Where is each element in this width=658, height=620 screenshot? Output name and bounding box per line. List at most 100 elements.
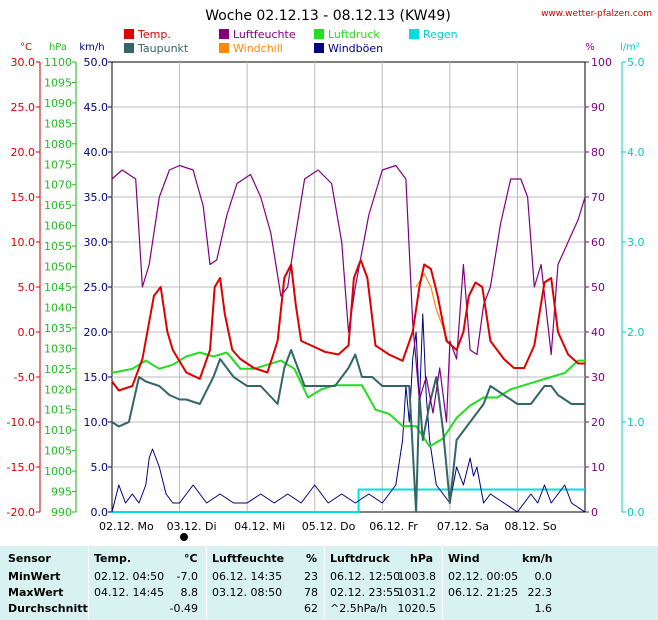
rain-tick-label: 5.0 (627, 56, 645, 69)
header-sensor: Sensor (8, 552, 51, 565)
series-line-luftdruck (111, 351, 585, 448)
min-press-value: 1003.8 (397, 570, 437, 583)
min-hum-time: 06.12. 14:35 (212, 570, 283, 583)
avg-press-value: 1020.5 (397, 602, 437, 615)
header-press: Luftdruck (330, 552, 390, 565)
hpa-tick-label: 1040 (44, 301, 72, 314)
day-label: 03.12. Di (167, 520, 217, 533)
hpa-tick-label: 1005 (44, 445, 72, 458)
hpa-tick-label: 995 (51, 486, 72, 499)
legend-swatch (124, 43, 134, 53)
legend-label: Luftdruck (328, 28, 380, 41)
axis-units: °C hPa km/h% l/m² (20, 42, 640, 53)
wind-tick-label: 5.0 (91, 461, 109, 474)
wind-tick-label: 20.0 (84, 326, 109, 339)
legend-label: Windböen (328, 42, 383, 55)
hpa-tick-label: 1085 (44, 117, 72, 130)
wind-tick-label: 40.0 (84, 146, 109, 159)
max-press-time: 02.12. 23:55 (330, 586, 401, 599)
axes: 30.0 25.0 20.0 15.0 10.0 5.0 0.0 -5.0 -10.0 -15.0… (7, 56, 645, 533)
temp-tick-label: -15.0 (7, 461, 35, 474)
hpa-tick-label: 1030 (44, 342, 72, 355)
hpa-tick-label: 1100 (44, 56, 72, 69)
row-label-avg: Durchschnitt (8, 602, 88, 615)
hpa-tick-label: 1035 (44, 322, 72, 335)
legend-label: Taupunkt (137, 42, 189, 55)
hum-tick-label: 40 (591, 326, 605, 339)
header-temp-unit: °C (184, 552, 198, 565)
rain-tick-label: 3.0 (627, 236, 645, 249)
hum-tick-label: 10 (591, 461, 605, 474)
hum-tick-label: 70 (591, 191, 605, 204)
series-line-temp (111, 259, 585, 392)
hpa-tick-label: 1025 (44, 363, 72, 376)
hpa-tick-label: 1095 (44, 76, 72, 89)
legend-swatch (219, 43, 229, 53)
min-press-time: 06.12. 12:50 (330, 570, 401, 583)
day-label: 05.12. Do (302, 520, 356, 533)
hpa-tick-label: 1020 (44, 383, 72, 396)
hum-tick-label: 80 (591, 146, 605, 159)
press-trend: ^2.5hPa/h (330, 602, 388, 615)
right-unit-label: % (585, 42, 595, 53)
row-label-min: MinWert (8, 570, 61, 583)
min-hum-value: 23 (304, 570, 318, 583)
hpa-tick-label: 1065 (44, 199, 72, 212)
temp-tick-label: 20.0 (11, 146, 36, 159)
min-wind-time: 02.12. 00:05 (448, 570, 519, 583)
day-label: 06.12. Fr (369, 520, 418, 533)
legend-label: Luftfeuchte (233, 28, 296, 41)
wind-tick-label: 15.0 (84, 371, 109, 384)
temp-tick-label: -10.0 (7, 416, 35, 429)
rain-tick-label: 4.0 (627, 146, 645, 159)
right-unit-label: l/m² (620, 42, 640, 53)
hum-tick-label: 100 (591, 56, 612, 69)
temp-tick-label: -20.0 (7, 506, 35, 519)
max-wind-time: 06.12. 21:25 (448, 586, 519, 599)
wind-tick-label: 50.0 (84, 56, 109, 69)
wind-tick-label: 45.0 (84, 101, 109, 114)
max-hum-time: 03.12. 08:50 (212, 586, 283, 599)
series-line-luftfeuchte (111, 164, 586, 423)
hpa-tick-label: 1045 (44, 281, 72, 294)
legend-swatch (314, 29, 324, 39)
max-hum-value: 78 (304, 586, 318, 599)
day-label: 08.12. So (504, 520, 556, 533)
hpa-tick-label: 1070 (44, 179, 72, 192)
hpa-tick-label: 1090 (44, 97, 72, 110)
max-wind-value: 22.3 (527, 586, 553, 599)
chart-title: Woche 02.12.13 - 08.12.13 (KW49) (205, 8, 451, 24)
max-temp-time: 04.12. 14:45 (94, 586, 165, 599)
wind-tick-label: 10.0 (84, 416, 109, 429)
max-press-value: 1031.2 (397, 586, 437, 599)
hum-tick-label: 20 (591, 416, 605, 429)
temp-tick-label: -5.0 (14, 371, 35, 384)
header-temp: Temp. (94, 552, 132, 565)
temp-tick-label: 0.0 (18, 326, 36, 339)
header-wind: Wind (448, 552, 480, 565)
today-marker (180, 533, 188, 541)
stats-table: Sensor Temp. °C Luftfeuchte % Luftdruck … (0, 546, 658, 620)
wind-tick-label: 25.0 (84, 281, 109, 294)
hum-tick-label: 60 (591, 236, 605, 249)
rain-tick-label: 1.0 (627, 416, 645, 429)
hpa-tick-label: 1015 (44, 404, 72, 417)
legend-swatch (314, 43, 324, 53)
hpa-tick-label: 1010 (44, 424, 72, 437)
avg-temp-value: -0.49 (169, 602, 198, 615)
hum-tick-label: 30 (591, 371, 605, 384)
wind-tick-label: 30.0 (84, 236, 109, 249)
legend-label: Regen (423, 28, 458, 41)
temp-tick-label: 30.0 (11, 56, 36, 69)
left-unit-label: hPa (49, 42, 67, 53)
max-temp-value: 8.8 (180, 586, 199, 599)
min-temp-time: 02.12. 04:50 (94, 570, 165, 583)
day-label: 07.12. Sa (437, 520, 489, 533)
legend-swatch (124, 29, 134, 39)
header-hum: Luftfeuchte (212, 552, 285, 565)
site-link[interactable]: www.wetter-pfalzen.com (541, 9, 652, 19)
hpa-tick-label: 990 (51, 506, 72, 519)
legend-swatch (219, 29, 229, 39)
hpa-tick-label: 1080 (44, 138, 72, 151)
